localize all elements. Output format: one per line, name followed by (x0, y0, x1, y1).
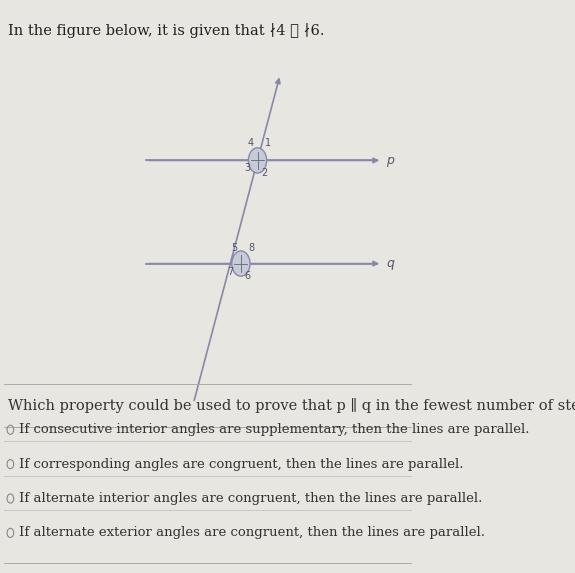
Text: If alternate exterior angles are congruent, then the lines are parallel.: If alternate exterior angles are congrue… (19, 527, 485, 539)
Text: 4: 4 (247, 138, 254, 148)
Text: If consecutive interior angles are supplementary, then the lines are parallel.: If consecutive interior angles are suppl… (19, 423, 529, 436)
Text: p: p (386, 154, 394, 167)
Text: If corresponding angles are congruent, then the lines are parallel.: If corresponding angles are congruent, t… (19, 458, 463, 470)
Text: Which property could be used to prove that p ∥ q in the fewest number of steps?: Which property could be used to prove th… (8, 398, 575, 413)
Text: If alternate interior angles are congruent, then the lines are parallel.: If alternate interior angles are congrue… (19, 492, 482, 505)
Text: q: q (386, 257, 394, 270)
Text: In the figure below, it is given that ∤4 ≅ ∤6.: In the figure below, it is given that ∤4… (8, 23, 325, 38)
Text: 3: 3 (244, 163, 250, 174)
Circle shape (232, 251, 250, 276)
Text: 7: 7 (227, 266, 233, 277)
Text: 6: 6 (245, 272, 251, 281)
Text: 5: 5 (231, 242, 237, 253)
Text: 1: 1 (265, 138, 271, 148)
Text: 2: 2 (262, 168, 267, 178)
Circle shape (248, 148, 267, 173)
Text: 8: 8 (248, 242, 254, 253)
